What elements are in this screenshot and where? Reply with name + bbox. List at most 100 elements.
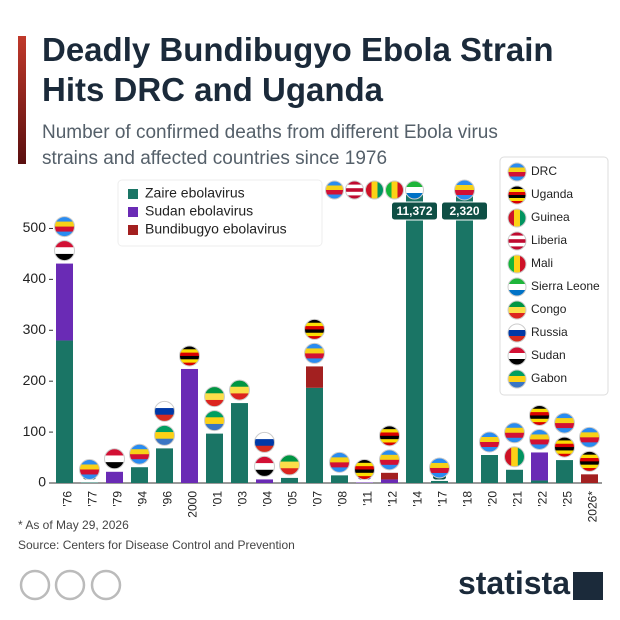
flag-stripe	[325, 181, 344, 186]
country-label: DRC	[531, 164, 557, 178]
flag-stripe	[379, 432, 400, 437]
flag	[54, 240, 75, 261]
flag-stripe	[429, 472, 450, 478]
flag-stripe	[179, 362, 200, 366]
flag	[508, 186, 526, 204]
flag-stripe	[391, 181, 398, 199]
flag-stripe	[554, 428, 575, 434]
flag-stripe	[579, 464, 600, 469]
flag-stripe	[329, 452, 350, 458]
flag-stripe	[179, 349, 200, 354]
flag	[504, 422, 525, 443]
flag	[304, 319, 325, 340]
country-label: Uganda	[531, 187, 573, 201]
bar	[231, 403, 248, 483]
flag-stripe	[154, 425, 175, 433]
flag-border	[379, 449, 400, 471]
flag-stripe	[54, 226, 75, 233]
flag	[554, 413, 575, 434]
flag-stripe	[229, 386, 250, 394]
bar	[481, 455, 498, 483]
flag-stripe	[504, 422, 525, 429]
bar	[306, 387, 323, 483]
flag	[479, 432, 500, 452]
flag-stripe	[579, 458, 600, 462]
x-tick-label: '17	[436, 491, 450, 507]
flag-stripe	[508, 167, 526, 173]
flag-stripe	[204, 423, 225, 431]
legend-label: Sudan ebolavirus	[145, 203, 253, 219]
value-label-box	[391, 201, 438, 221]
flag-stripe	[104, 455, 125, 463]
flag-stripe	[254, 469, 275, 477]
flag-stripe	[529, 415, 550, 420]
flag-stripe	[508, 359, 526, 365]
flag-stripe	[508, 353, 526, 360]
x-tick-label: '76	[61, 491, 75, 507]
flag-stripe	[154, 432, 175, 440]
legend-label: Zaire ebolavirus	[145, 185, 245, 201]
flag-stripe	[354, 466, 375, 470]
flag-stripe	[579, 461, 600, 466]
country-label: Sierra Leone	[531, 279, 600, 293]
flag-stripe	[529, 429, 550, 435]
flag-stripe	[325, 190, 344, 195]
flag-stripe	[511, 446, 519, 467]
flag-stripe	[405, 187, 424, 194]
flag-border	[507, 162, 527, 182]
country-label: Sudan	[531, 348, 566, 362]
flag	[379, 449, 400, 470]
flag-stripe	[508, 301, 526, 308]
flag-stripe	[254, 463, 275, 471]
flag-border	[507, 277, 527, 297]
flag-stripe	[517, 446, 525, 467]
flag-border	[507, 323, 527, 343]
flag-stripe	[229, 393, 250, 401]
x-tick-label: '25	[561, 491, 575, 507]
flag-border	[129, 443, 150, 465]
flag-stripe	[79, 464, 100, 470]
flag-border	[154, 424, 175, 446]
flag-stripe	[508, 376, 526, 383]
x-tick-label: '79	[111, 491, 125, 507]
flag-stripe	[354, 459, 375, 464]
bar	[331, 475, 348, 483]
country-legend-box	[499, 156, 609, 396]
flag-border	[529, 404, 550, 426]
flag-stripe	[508, 201, 526, 204]
flag-border	[79, 458, 100, 480]
license-icon	[90, 569, 122, 601]
flag-stripe	[54, 221, 75, 228]
flag-stripe	[379, 459, 400, 466]
flag-stripe	[345, 195, 364, 199]
bar	[531, 452, 548, 481]
y-tick-label: 400	[23, 270, 47, 286]
flag-stripe	[529, 412, 550, 416]
flag-stripe	[508, 278, 526, 285]
flag-stripe	[229, 380, 250, 388]
flag-stripe	[354, 476, 375, 480]
flag	[365, 181, 384, 199]
flag	[379, 425, 400, 446]
flag-stripe	[454, 195, 475, 200]
flag-stripe	[397, 181, 404, 199]
flag-stripe	[508, 290, 526, 296]
flag-stripe	[104, 462, 125, 469]
bar	[306, 366, 323, 388]
flag-stripe	[304, 322, 325, 327]
flag-stripe	[304, 329, 325, 334]
flag-stripe	[254, 439, 275, 447]
x-tick-label: '94	[136, 491, 150, 507]
y-tick-label: 100	[23, 423, 47, 439]
bar	[281, 477, 298, 483]
country-label: Liberia	[531, 233, 567, 247]
flag-border	[254, 455, 275, 477]
bar	[81, 482, 98, 483]
bar	[431, 480, 448, 483]
legend-swatch	[128, 207, 138, 217]
flag-border	[479, 431, 500, 453]
flag-stripe	[345, 184, 364, 189]
legend-box	[117, 179, 323, 247]
